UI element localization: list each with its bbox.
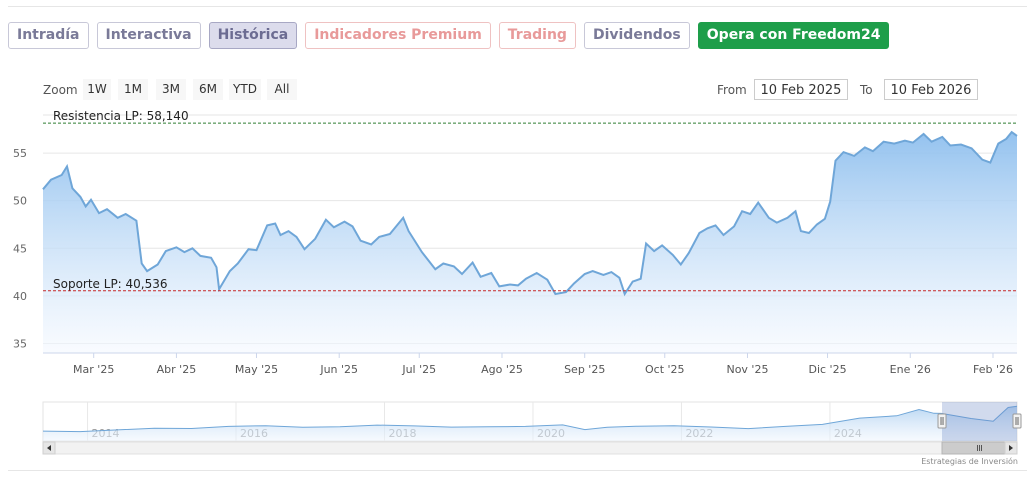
resistance-label: Resistencia LP: 58,140 [53,109,189,123]
tab-interactiva[interactable]: Interactiva [96,22,201,49]
x-tick-label: Abr '25 [157,363,197,376]
y-axis: 35 40 45 50 55 [13,147,27,350]
zoom-6m-button[interactable]: 6M [193,79,223,100]
y-tick-label: 40 [13,290,27,303]
top-divider [8,6,1027,7]
opera-freedom24-button[interactable]: Opera con Freedom24 [697,22,890,49]
range-to-label: To [860,83,873,97]
scrollbar-track [42,441,1018,455]
y-tick-label: 50 [13,195,27,208]
zoom-1w-button[interactable]: 1W [83,79,111,100]
y-tick-label: 35 [13,337,27,350]
bottom-divider [8,470,1027,471]
navigator-selection [942,402,1017,441]
price-area [43,132,1017,353]
zoom-label: Zoom [43,83,78,97]
y-tick-label: 55 [13,147,27,160]
tab-dividendos[interactable]: Dividendos [583,22,690,49]
zoom-all-button[interactable]: All [267,79,297,100]
tab-indicadores-premium[interactable]: Indicadores Premium [305,22,491,49]
x-tick-label: Feb '26 [973,363,1013,376]
tab-bar: Intradía Interactiva Histórica Indicador… [8,22,890,49]
x-tick-label: May '25 [235,363,278,376]
navigator-handle[interactable] [1012,413,1022,429]
chevron-left-icon [47,445,51,451]
chevron-right-icon [1009,445,1013,451]
tab-trading[interactable]: Trading [498,22,576,49]
level-annotations: Resistencia LP: 58,140 Soporte LP: 40,536 [43,109,1017,292]
x-tick-label: Ago '25 [481,363,523,376]
navigator-handle[interactable] [937,413,947,429]
zoom-3m-button[interactable]: 3M [156,79,186,100]
tab-intradia[interactable]: Intradía [8,22,89,49]
navigator-line [42,405,1018,433]
x-tick-label: Jun '25 [319,363,358,376]
zoom-1m-button[interactable]: 1M [118,79,148,100]
x-tick-label: Sep '25 [564,363,605,376]
range-to-input[interactable]: 10 Feb 2026 [884,79,978,100]
price-line [42,130,1018,297]
support-label: Soporte LP: 40,536 [53,277,168,291]
navigator-area [43,406,1017,441]
x-tick-label: Ene '26 [890,363,931,376]
x-tick-label: Jul '25 [401,363,436,376]
x-tick-label: Dic '25 [808,363,846,376]
credit-text: Estrategias de Inversión [921,457,1018,466]
x-tick-label: Mar '25 [73,363,114,376]
range-from-label: From [717,83,747,97]
range-from-input[interactable]: 10 Feb 2025 [754,79,848,100]
x-axis: Mar '25 Abr '25 May '25 Jun '25 Jul '25 Ago '… [43,352,1017,376]
x-tick-label: Nov '25 [726,363,768,376]
x-tick-label: Oct '25 [645,363,685,376]
y-tick-label: 45 [13,242,27,255]
navigator: 201420162018202020222024 [42,401,1022,455]
tab-historica[interactable]: Histórica [208,22,298,49]
zoom-ytd-button[interactable]: YTD [229,79,261,100]
